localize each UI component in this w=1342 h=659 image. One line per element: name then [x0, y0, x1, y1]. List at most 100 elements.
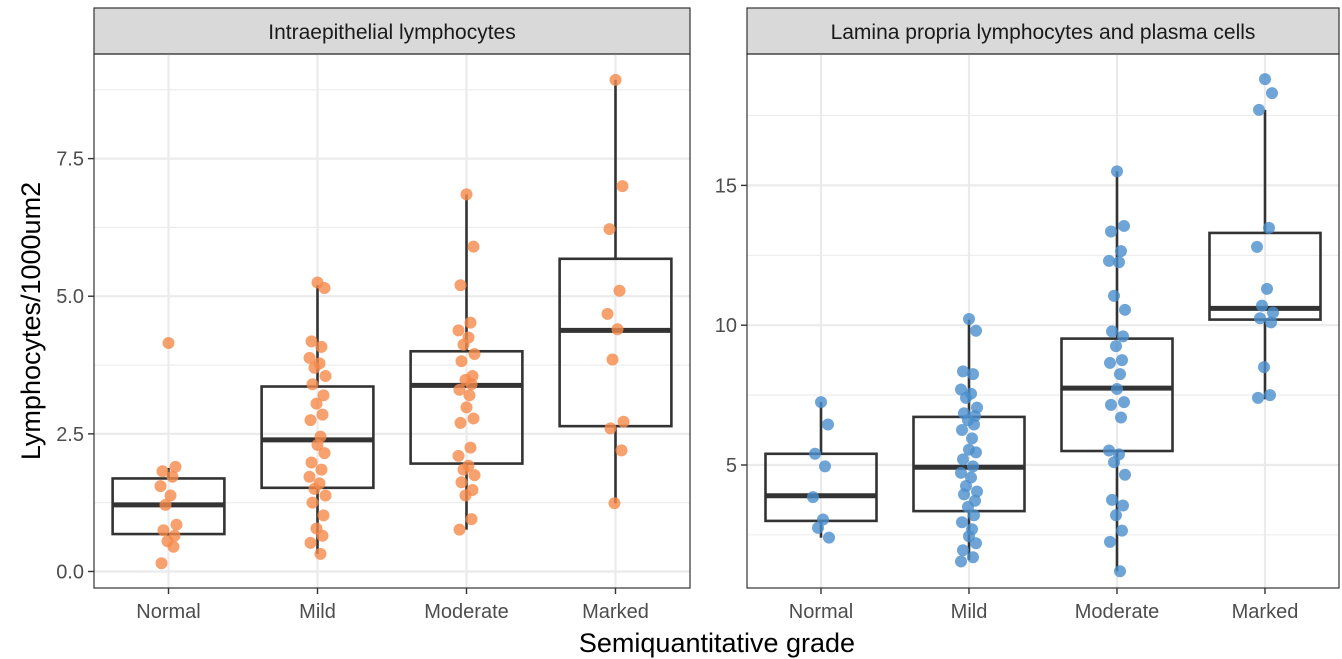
data-point — [1103, 254, 1115, 267]
data-point — [608, 497, 621, 510]
data-point — [162, 337, 175, 350]
data-point — [452, 449, 465, 462]
data-point — [306, 496, 319, 509]
y-tick-label: 0.0 — [56, 561, 84, 583]
y-tick-label: 2.5 — [56, 424, 84, 446]
data-point — [609, 73, 622, 86]
data-point — [459, 489, 472, 502]
data-point — [823, 531, 835, 544]
data-point — [463, 389, 476, 402]
y-tick-label: 7.5 — [56, 149, 84, 171]
data-point — [1264, 389, 1276, 402]
data-point — [454, 416, 467, 429]
data-point — [315, 340, 328, 353]
data-point — [812, 521, 824, 534]
data-point — [1253, 103, 1265, 116]
data-point — [1116, 354, 1128, 367]
data-point — [468, 469, 481, 482]
data-point — [1267, 306, 1279, 319]
strip-background — [746, 7, 1340, 55]
data-point — [308, 361, 321, 374]
data-point — [170, 518, 183, 531]
data-point — [468, 348, 481, 361]
data-point — [616, 180, 629, 193]
data-point — [819, 460, 831, 473]
strip-title: Intraepithelial lymphocytes — [268, 21, 515, 44]
data-point — [1115, 245, 1127, 258]
data-point — [970, 446, 982, 459]
data-point — [1119, 303, 1131, 316]
y-tick-label: 10 — [715, 315, 737, 337]
data-point — [156, 465, 169, 478]
data-point — [308, 482, 321, 495]
data-point — [1113, 256, 1125, 269]
data-point — [955, 555, 967, 568]
data-point — [955, 466, 967, 479]
panel-border — [93, 53, 691, 589]
data-point — [604, 422, 617, 435]
data-point — [966, 432, 978, 445]
data-point — [316, 408, 329, 421]
data-point — [167, 540, 180, 553]
data-point — [159, 498, 172, 511]
data-point — [452, 324, 465, 337]
data-point — [154, 480, 167, 493]
data-point — [957, 544, 969, 557]
data-point — [467, 240, 480, 253]
data-point — [317, 509, 330, 522]
data-point — [809, 447, 821, 460]
data-point — [460, 188, 473, 201]
data-point — [1115, 411, 1127, 424]
data-point — [1258, 361, 1270, 374]
data-point — [601, 307, 614, 320]
data-point — [460, 401, 473, 414]
data-point — [611, 323, 624, 336]
strip-background — [93, 7, 691, 55]
data-point — [1263, 221, 1275, 234]
data-point — [317, 389, 330, 402]
data-point — [464, 441, 477, 454]
data-point — [303, 470, 316, 483]
data-point — [1266, 87, 1278, 100]
data-point — [617, 415, 630, 428]
data-point — [318, 447, 331, 460]
x-tick-label: Normal — [789, 601, 853, 623]
data-point — [1119, 468, 1131, 481]
data-point — [1104, 356, 1116, 369]
data-point — [967, 551, 979, 564]
data-point — [304, 414, 317, 427]
data-point — [815, 396, 827, 409]
x-tick-label: Normal — [136, 601, 200, 623]
data-point — [807, 491, 819, 504]
data-point — [155, 557, 168, 570]
data-point — [1117, 499, 1129, 512]
data-point — [457, 463, 470, 476]
x-tick-label: Moderate — [1075, 601, 1160, 623]
data-point — [454, 279, 467, 292]
data-point — [1110, 509, 1122, 522]
data-point — [305, 456, 318, 469]
data-point — [615, 444, 628, 457]
data-point — [310, 397, 323, 410]
data-point — [157, 524, 170, 537]
strip-title: Lamina propria lymphocytes and plasma ce… — [831, 21, 1256, 44]
x-tick-label: Marked — [582, 601, 649, 623]
data-point — [465, 513, 478, 526]
data-point — [1261, 282, 1273, 295]
data-point — [316, 529, 329, 542]
data-point — [1105, 398, 1117, 411]
panel-intraepithelial: Intraepithelial lymphocytes 0.0 2.5 5.0 7.5… — [56, 7, 691, 623]
data-point — [970, 537, 982, 550]
data-point — [1114, 565, 1126, 578]
data-point — [956, 516, 968, 529]
data-point — [1117, 330, 1129, 343]
data-point — [968, 509, 980, 522]
data-point — [960, 391, 972, 404]
data-point — [962, 500, 974, 513]
data-point — [455, 355, 468, 368]
data-point — [963, 313, 975, 326]
data-point — [603, 223, 616, 236]
data-point — [1106, 325, 1118, 338]
data-point — [315, 463, 328, 476]
y-tick-label: 5 — [726, 455, 737, 477]
